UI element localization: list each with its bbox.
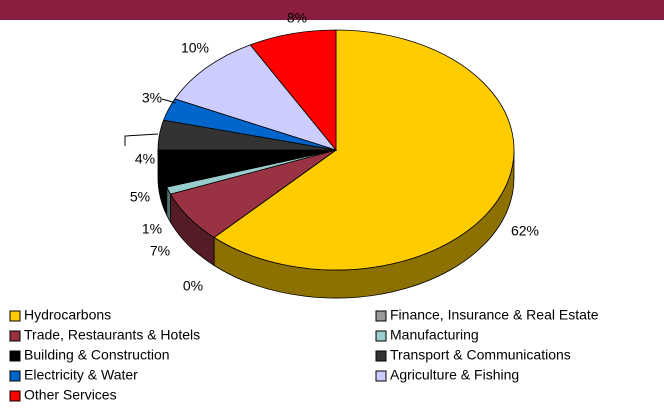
leader-line <box>161 98 177 104</box>
legend-label: Electricity & Water <box>24 367 138 383</box>
data-label: 5% <box>130 189 150 205</box>
legend-swatch <box>375 350 387 362</box>
data-label: 62% <box>511 223 539 239</box>
leader-line <box>124 133 159 146</box>
data-label: 8% <box>287 10 307 26</box>
data-label: 4% <box>135 151 155 167</box>
data-label: 0% <box>183 278 203 294</box>
legend-swatch <box>375 330 387 342</box>
slice <box>249 29 337 152</box>
legend-swatch <box>375 310 387 322</box>
legend-swatch <box>375 370 387 382</box>
legend-label: Trade, Restaurants & Hotels <box>24 327 200 343</box>
legend-label: Finance, Insurance & Real Estate <box>390 307 599 323</box>
slice <box>213 29 515 271</box>
data-label: 10% <box>181 40 209 56</box>
legend-label: Agriculture & Fishing <box>390 367 519 383</box>
legend-swatch <box>9 390 21 402</box>
legend-label: Transport & Communications <box>390 347 571 363</box>
legend-label: Other Services <box>24 387 117 403</box>
legend-swatch <box>9 330 21 342</box>
legend-swatch <box>9 310 21 322</box>
slice <box>174 44 338 151</box>
legend-label: Hydrocarbons <box>24 307 111 323</box>
legend-label: Building & Construction <box>24 347 170 363</box>
legend-swatch <box>9 370 21 382</box>
data-label: 1% <box>142 221 162 237</box>
legend-label: Manufacturing <box>390 327 479 343</box>
header-bar <box>0 0 664 20</box>
data-label: 7% <box>150 243 170 259</box>
legend-swatch <box>9 350 21 362</box>
data-label: 3% <box>142 90 162 106</box>
